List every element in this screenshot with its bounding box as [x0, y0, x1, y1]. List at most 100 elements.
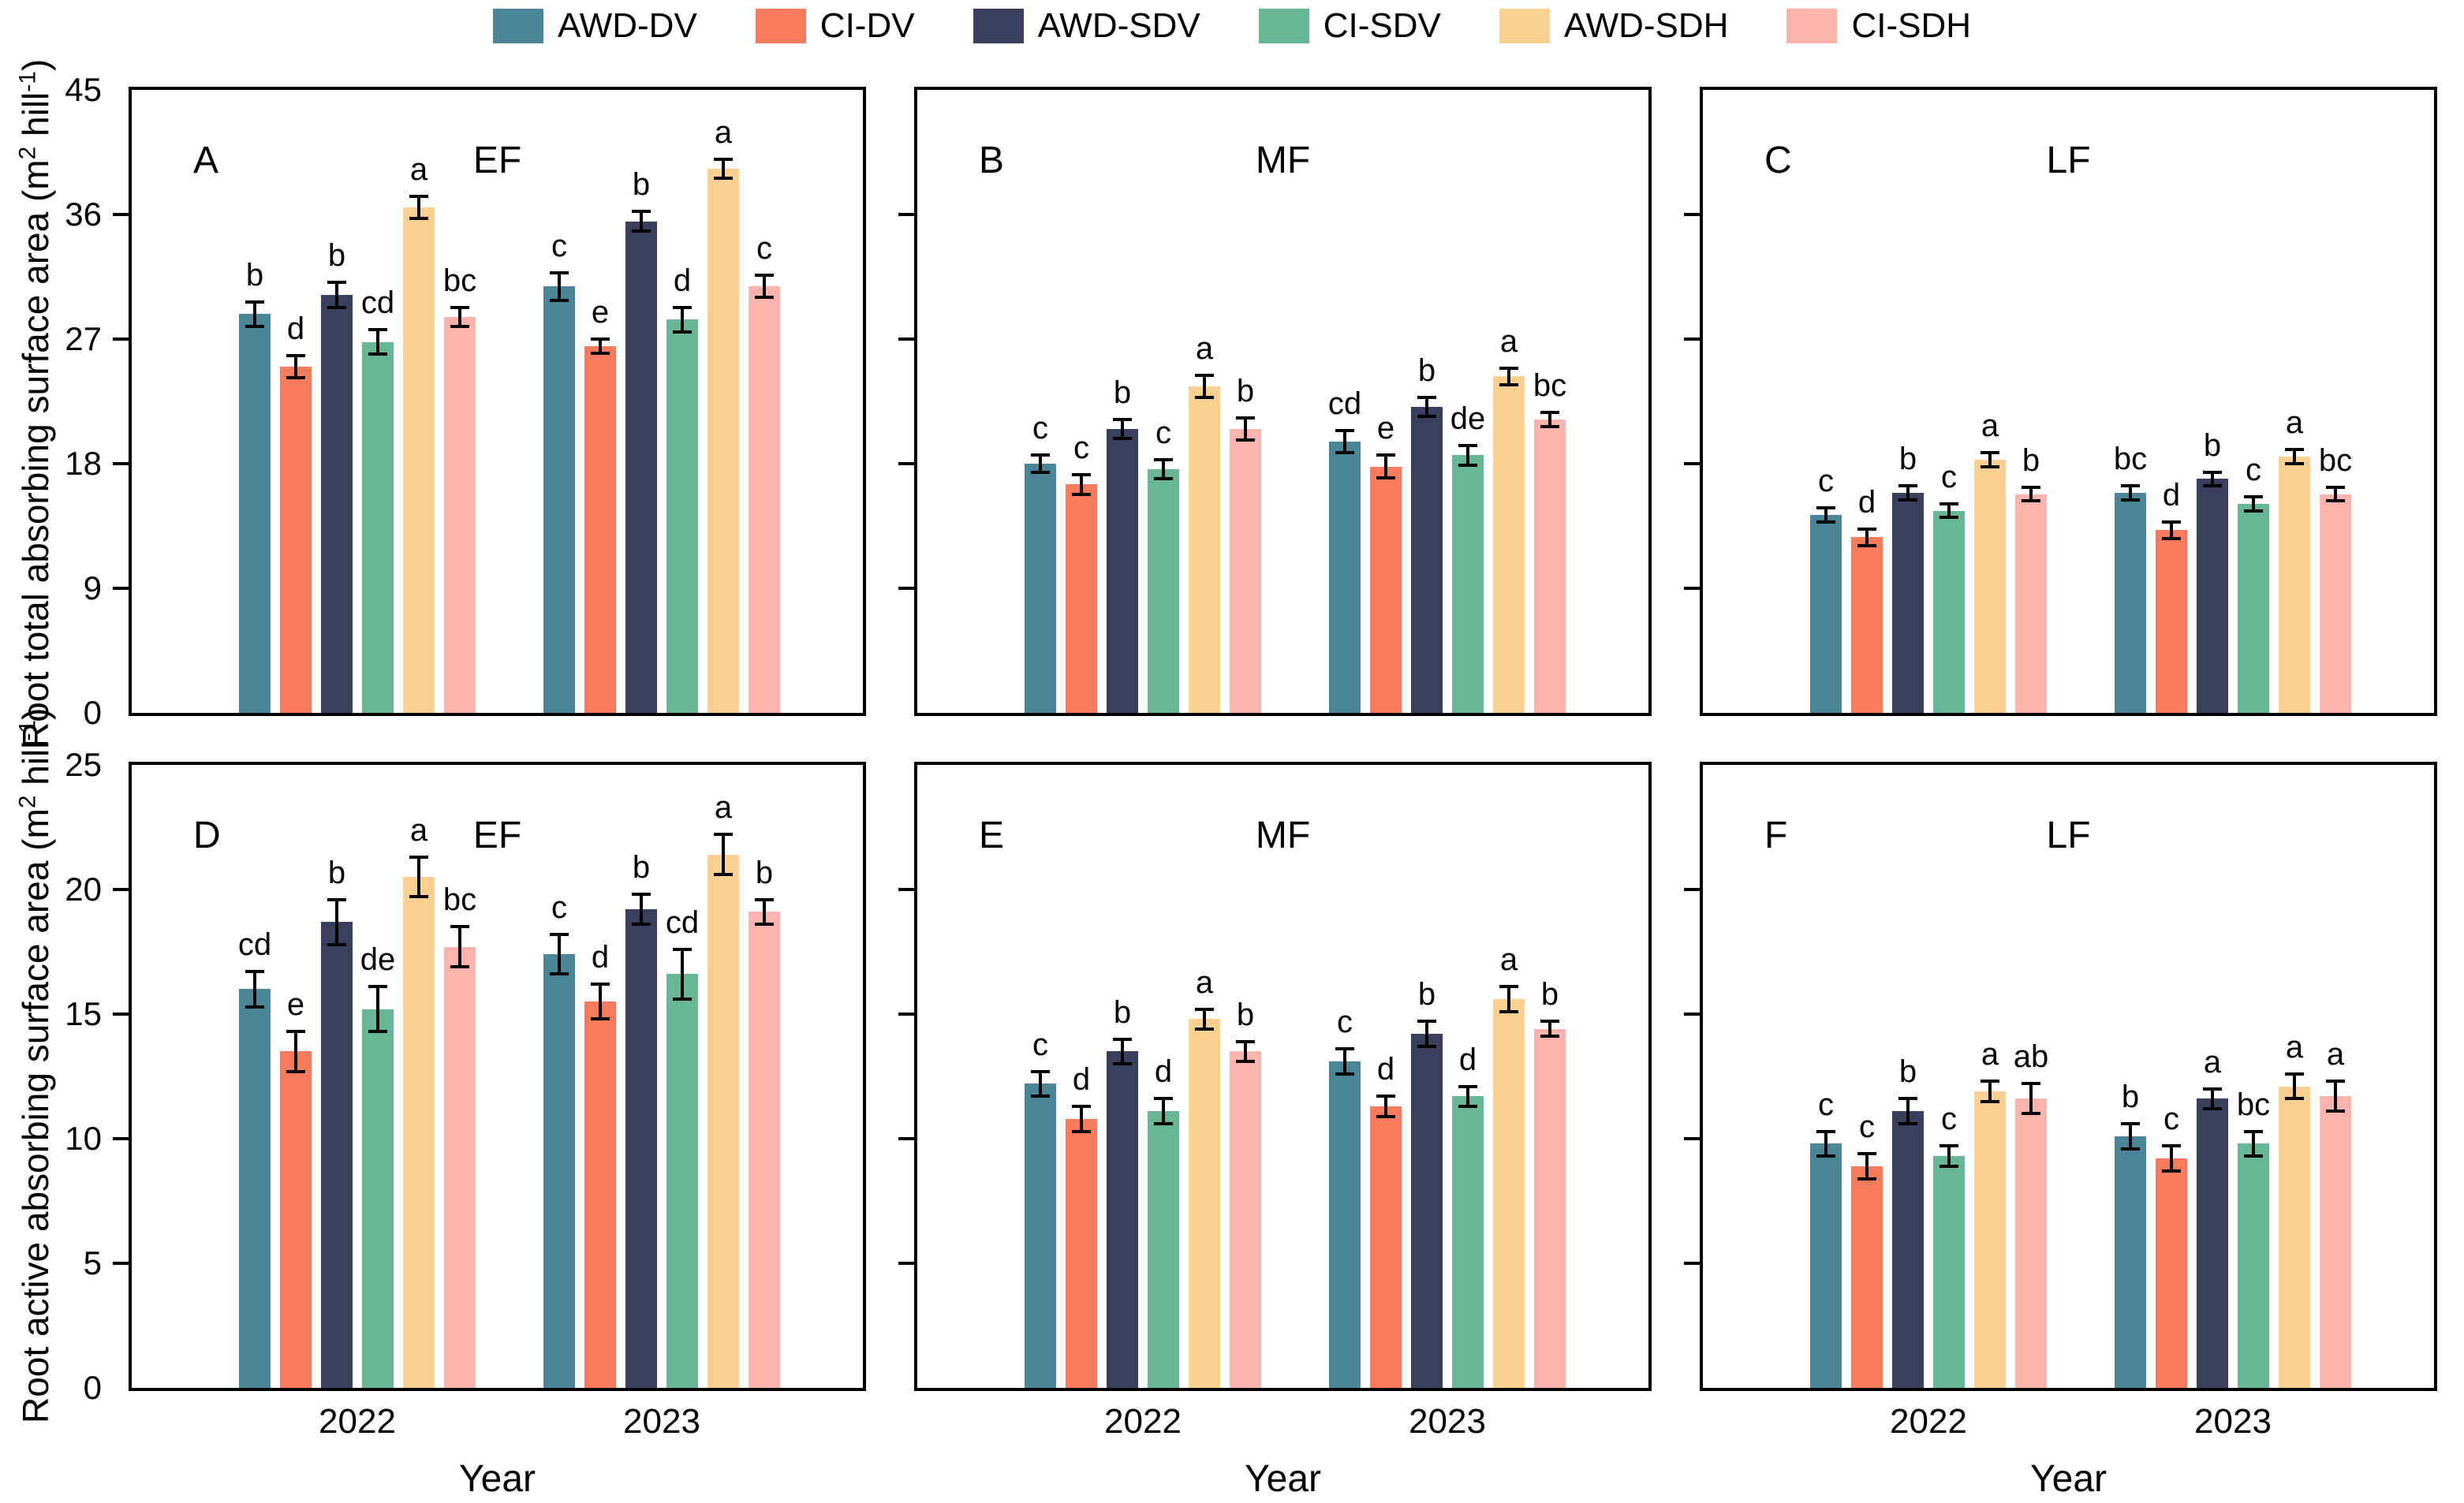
error-bar — [2334, 487, 2337, 502]
error-bar — [2029, 487, 2033, 502]
error-bar — [558, 272, 561, 300]
xtick-label-2022: 2022 — [319, 1402, 396, 1441]
error-bar-cap — [327, 942, 346, 946]
error-bar-cap — [2022, 485, 2040, 489]
error-bar-cap — [1195, 1007, 1214, 1011]
error-bar-cap — [1898, 1097, 1917, 1101]
error-bar-cap — [755, 923, 774, 927]
error-bar-cap — [1816, 506, 1835, 510]
error-bar-cap — [245, 970, 264, 974]
bar-ci-dv-2023 — [2156, 530, 2187, 713]
significance-letter: e — [591, 295, 610, 330]
bar-ci-sdv-2022 — [1148, 1111, 1179, 1388]
panel-group-label: LF — [2046, 140, 2091, 181]
error-bar — [1906, 486, 1910, 500]
ytick-label: 20 — [65, 871, 102, 908]
error-bar — [1947, 1146, 1951, 1166]
error-bar-cap — [1335, 428, 1354, 432]
panel-D: 0 5 10 15 20 25 D EF cd e b de a bc 2022 c d b cd a b 2023 Yea… — [65, 746, 866, 1500]
significance-letter: bc — [442, 882, 477, 918]
error-bar-cap — [1113, 417, 1132, 421]
error-bar — [1080, 475, 1083, 494]
error-bar — [599, 984, 602, 1020]
error-bar-cap — [1113, 1037, 1132, 1041]
bar-awd-sdh-2022 — [1189, 386, 1220, 713]
error-bar-cap — [1458, 1104, 1477, 1108]
error-bar-cap — [673, 947, 692, 951]
legend-swatch-awd-sdh — [1499, 9, 1550, 43]
error-bar-cap — [2285, 1072, 2304, 1076]
error-bar — [640, 894, 643, 925]
significance-letter: b — [1113, 375, 1132, 410]
error-bar — [1466, 1086, 1469, 1106]
ytick-mark — [898, 1137, 914, 1140]
error-bar — [1162, 459, 1165, 479]
significance-letter: d — [1857, 484, 1876, 520]
error-bar — [376, 986, 379, 1032]
bar-ci-dv-2023 — [1370, 466, 1402, 713]
significance-letter: a — [2285, 1029, 2304, 1065]
bar-awd-sdh-2023 — [1493, 999, 1525, 1388]
significance-letter: c — [1337, 1005, 1353, 1040]
legend-label: CI-SDH — [1851, 6, 1971, 45]
error-bar-cap — [1154, 477, 1173, 481]
error-bar-cap — [2203, 1087, 2222, 1091]
bar-awd-dv-2022 — [1025, 1083, 1056, 1388]
error-bar-cap — [1376, 1095, 1395, 1098]
significance-letter: d — [1072, 1061, 1091, 1097]
significance-letter: bc — [2318, 442, 2353, 478]
error-bar-cap — [632, 229, 651, 233]
xaxis-title: Year — [1245, 1458, 1321, 1500]
significance-letter: b — [327, 855, 346, 890]
significance-letter: d — [591, 940, 610, 975]
legend-swatch-awd-sdv — [973, 9, 1024, 43]
error-bar-cap — [550, 972, 569, 976]
error-bar — [1384, 1096, 1387, 1117]
significance-letter: a — [409, 152, 428, 188]
bar-ci-dv-2022 — [1851, 537, 1883, 713]
significance-letter: b — [632, 850, 651, 886]
xtick-label-2023: 2023 — [1409, 1402, 1486, 1441]
error-bar — [599, 339, 602, 353]
error-bar-cap — [1857, 1151, 1876, 1155]
legend-item-awd-sdv: AWD-SDV — [973, 6, 1200, 46]
error-bar-cap — [2244, 509, 2263, 513]
significance-letter: cd — [665, 904, 700, 940]
error-bar-cap — [673, 998, 692, 1001]
legend-item-ci-dv: CI-DV — [755, 6, 915, 46]
error-bar-cap — [1499, 382, 1518, 386]
error-bar-cap — [1417, 1020, 1436, 1024]
bar-awd-sdv-2023 — [1411, 407, 1443, 713]
error-bar-cap — [286, 1030, 305, 1034]
panel-letter: D — [193, 815, 221, 856]
ytick-label: 15 — [65, 995, 102, 1032]
significance-letter: a — [714, 790, 733, 826]
significance-letter: d — [286, 311, 305, 347]
error-bar-cap — [2244, 495, 2263, 499]
error-bar — [253, 972, 256, 1007]
error-bar-cap — [2326, 485, 2345, 489]
significance-letter: a — [1195, 964, 1214, 1000]
error-bar-cap — [2121, 484, 2140, 488]
bar-awd-sdh-2023 — [1493, 376, 1525, 713]
error-bar-cap — [1417, 1045, 1436, 1049]
panel-A: 0 9 18 27 36 45 A EF b d b cd a bc c e b d a c — [65, 71, 866, 731]
error-bar-cap — [1981, 450, 1999, 454]
significance-letter: a — [1981, 1037, 1999, 1072]
error-bar — [763, 899, 766, 925]
error-bar-cap — [1939, 502, 1958, 505]
bar-awd-sdh-2022 — [1974, 1091, 2006, 1388]
error-bar-cap — [1816, 1154, 1835, 1158]
ytick-label: 18 — [65, 445, 102, 482]
error-bar-cap — [2285, 1097, 2304, 1101]
ytick-mark — [1684, 888, 1700, 891]
significance-letter: b — [1540, 977, 1559, 1013]
significance-letter: d — [1376, 1052, 1395, 1087]
error-bar — [376, 329, 379, 355]
bar-ci-sdh-2022 — [1230, 1051, 1261, 1388]
ytick-label: 10 — [65, 1120, 102, 1157]
error-bar-cap — [2022, 1082, 2040, 1086]
significance-letter: bc — [442, 263, 477, 298]
error-bar-cap — [2285, 448, 2304, 452]
significance-letter: a — [1499, 942, 1518, 978]
